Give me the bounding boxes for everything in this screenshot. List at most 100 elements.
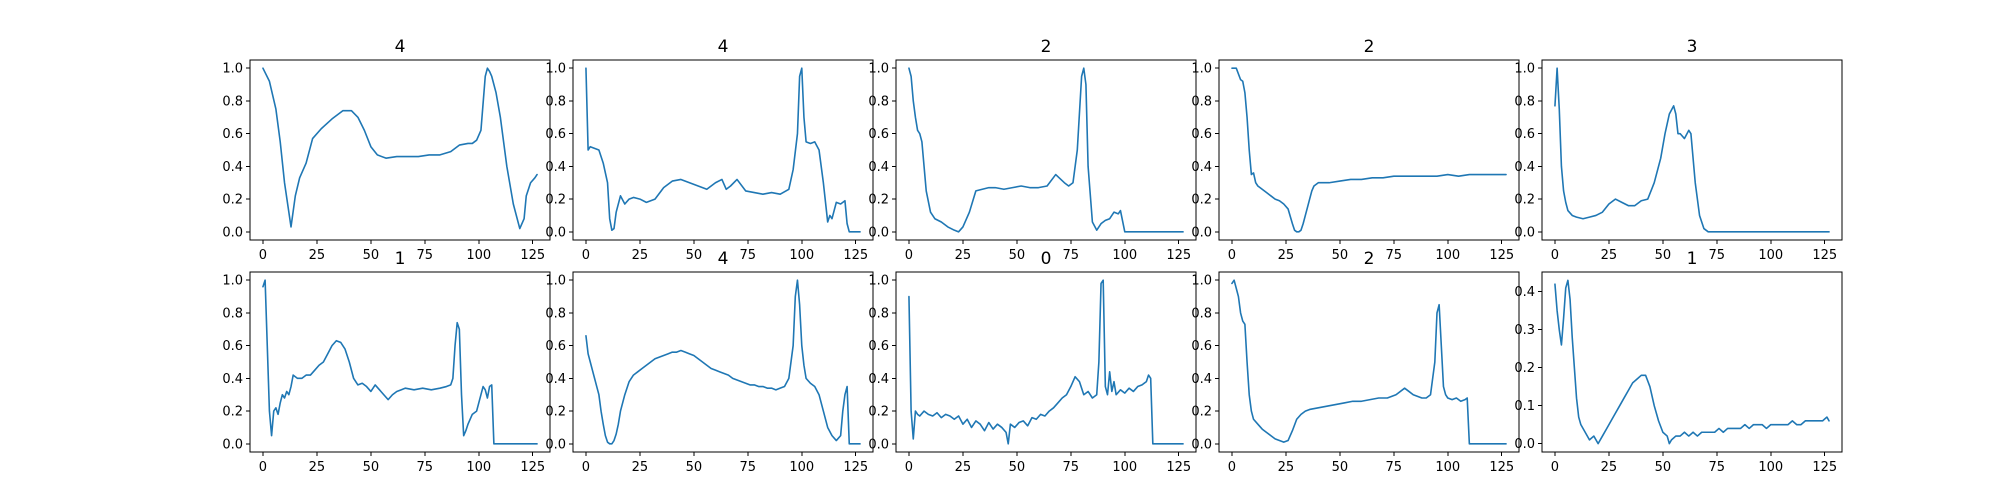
panel-title: 1	[1687, 249, 1698, 269]
x-tick-label: 0	[582, 460, 590, 475]
y-tick-label: 0.6	[868, 339, 889, 354]
chart-panel-3: 2 0 25 50 75 100 125 0.0 0.2 0.4 0.6 0.8 1.0	[868, 37, 1197, 263]
x-tick-label: 25	[632, 460, 649, 475]
x-tick-label: 75	[1386, 248, 1403, 263]
x-tick-label: 100	[1112, 460, 1137, 475]
x-tick-label: 75	[1063, 248, 1080, 263]
y-tick-label: 0.6	[545, 127, 566, 142]
x-tick-label: 25	[955, 460, 972, 475]
x-tick-label: 0	[1551, 248, 1559, 263]
chart-panel-4: 2 0 25 50 75 100 125 0.0 0.2 0.4 0.6 0.8 1.0	[1191, 37, 1520, 263]
y-tick-label: 0.8	[1514, 94, 1535, 109]
y-tick-label: 0.2	[868, 405, 889, 420]
y-tick-label: 1.0	[545, 62, 566, 77]
x-tick-label: 125	[1812, 248, 1837, 263]
chart-panel-1: 4 0 25 50 75 100 125 0.0 0.2 0.4 0.6 0.8 1.0	[222, 37, 551, 263]
axes-frame	[1541, 59, 1843, 241]
x-tick-label: 100	[789, 460, 814, 475]
y-tick-label: 0.0	[1191, 225, 1212, 240]
x-tick-label: 50	[363, 248, 380, 263]
x-tick-label: 0	[259, 460, 267, 475]
y-tick-label: 1.0	[1514, 62, 1535, 77]
y-tick-label: 0.8	[1191, 306, 1212, 321]
series-line	[262, 67, 538, 230]
y-tick-label: 0.2	[1514, 361, 1535, 376]
panel-title: 4	[395, 37, 406, 57]
y-tick-label: 0.1	[1514, 399, 1535, 414]
axes-frame	[572, 59, 874, 241]
axes-frame	[249, 59, 551, 241]
x-tick-label: 50	[1655, 460, 1672, 475]
x-tick-label: 0	[905, 460, 913, 475]
y-tick-label: 0.8	[222, 94, 243, 109]
x-tick-label: 0	[1228, 460, 1236, 475]
y-tick-label: 0.4	[868, 160, 889, 175]
x-tick-label: 125	[1166, 248, 1191, 263]
y-tick-label: 0.0	[1514, 225, 1535, 240]
series-line	[585, 67, 861, 233]
x-tick-label: 25	[309, 460, 326, 475]
y-tick-label: 0.6	[222, 127, 243, 142]
axes-frame	[1541, 271, 1843, 453]
y-tick-label: 0.2	[1191, 193, 1212, 208]
y-tick-label: 0.2	[1514, 193, 1535, 208]
x-tick-label: 100	[466, 248, 491, 263]
y-tick-label: 0.8	[1191, 94, 1212, 109]
x-tick-label: 125	[1489, 460, 1514, 475]
x-tick-label: 75	[1709, 248, 1726, 263]
y-tick-label: 0.4	[1191, 372, 1212, 387]
x-tick-label: 125	[520, 460, 545, 475]
axes-frame	[895, 59, 1197, 241]
y-tick-label: 0.4	[222, 372, 243, 387]
x-tick-label: 125	[843, 248, 868, 263]
y-tick-label: 0.3	[1514, 323, 1535, 338]
y-tick-label: 1.0	[868, 274, 889, 289]
y-tick-label: 0.8	[222, 306, 243, 321]
x-tick-label: 0	[1551, 460, 1559, 475]
x-tick-label: 100	[1758, 248, 1783, 263]
chart-panel-2: 4 0 25 50 75 100 125 0.0 0.2 0.4 0.6 0.8 1.0	[545, 37, 874, 263]
y-tick-label: 0.8	[868, 306, 889, 321]
x-tick-label: 25	[1601, 460, 1618, 475]
y-tick-label: 0.6	[1191, 127, 1212, 142]
y-tick-label: 0.0	[545, 225, 566, 240]
x-tick-label: 125	[1812, 460, 1837, 475]
y-tick-label: 0.2	[222, 405, 243, 420]
x-tick-label: 125	[520, 248, 545, 263]
x-tick-label: 0	[259, 248, 267, 263]
y-tick-label: 0.4	[222, 160, 243, 175]
x-tick-label: 25	[632, 248, 649, 263]
y-tick-label: 0.0	[545, 437, 566, 452]
series-line	[908, 279, 1184, 445]
chart-panel-7: 4 0 25 50 75 100 125 0.0 0.2 0.4 0.6 0.8 1.0	[545, 249, 874, 475]
x-tick-label: 50	[1009, 248, 1026, 263]
x-tick-label: 50	[1009, 460, 1026, 475]
x-tick-label: 100	[1758, 460, 1783, 475]
y-tick-label: 0.0	[868, 225, 889, 240]
x-tick-label: 125	[1489, 248, 1514, 263]
series-line	[262, 279, 538, 445]
y-tick-label: 0.6	[1191, 339, 1212, 354]
x-tick-label: 75	[417, 248, 434, 263]
series-line	[585, 279, 861, 445]
y-tick-label: 0.6	[868, 127, 889, 142]
x-tick-label: 50	[1655, 248, 1672, 263]
x-tick-label: 75	[740, 460, 757, 475]
series-line	[908, 67, 1184, 233]
y-tick-label: 0.2	[868, 193, 889, 208]
x-tick-label: 50	[686, 248, 703, 263]
x-tick-label: 50	[363, 460, 380, 475]
y-tick-label: 1.0	[222, 274, 243, 289]
y-tick-label: 0.2	[1191, 405, 1212, 420]
x-tick-label: 50	[686, 460, 703, 475]
x-tick-label: 100	[466, 460, 491, 475]
panel-title: 4	[718, 37, 729, 57]
x-tick-label: 25	[955, 248, 972, 263]
series-line	[1554, 279, 1830, 445]
y-tick-label: 0.2	[545, 405, 566, 420]
y-tick-label: 0.4	[1514, 285, 1535, 300]
axes-frame	[1218, 271, 1520, 453]
x-tick-label: 100	[789, 248, 814, 263]
y-tick-label: 0.0	[222, 225, 243, 240]
